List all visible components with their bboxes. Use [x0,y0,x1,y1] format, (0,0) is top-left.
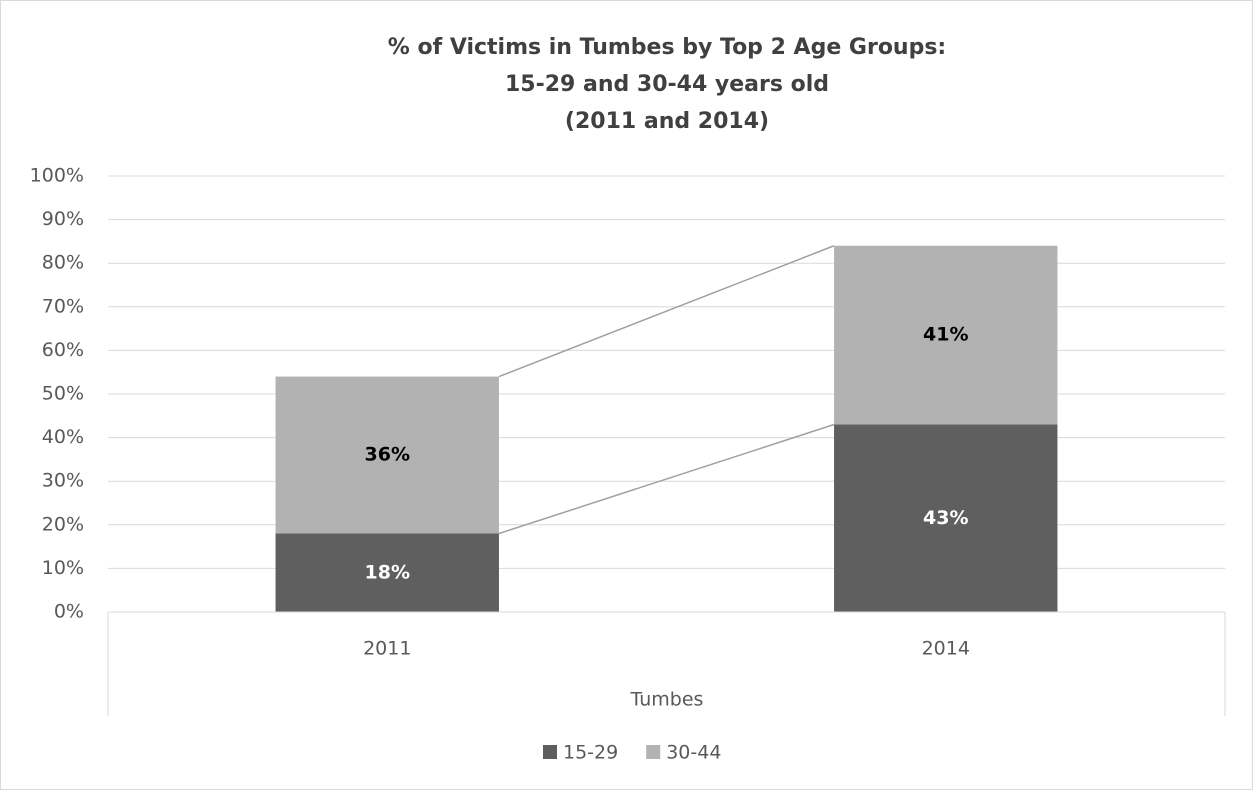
bar-segment [275,376,499,534]
bar-segment [275,533,499,612]
x-tick-label: 2014 [922,638,970,660]
legend-swatch [646,745,661,759]
y-tick-label: 90% [42,208,84,230]
group-label: Tumbes [630,689,704,711]
data-label: 36% [365,444,410,466]
data-label: 18% [365,561,410,583]
bar-segment [834,424,1058,612]
y-tick-label: 50% [42,383,84,405]
y-tick-label: 10% [42,557,84,579]
y-tick-label: 80% [42,252,84,274]
y-tick-label: 0% [54,601,84,623]
y-tick-label: 30% [42,470,84,492]
data-label: 43% [923,507,968,529]
series-line [498,245,835,378]
chart-title: 15-29 and 30-44 years old [505,72,829,97]
x-tick-label: 2011 [363,638,411,660]
legend-label: 15-29 [563,742,618,764]
chart-title: (2011 and 2014) [565,109,769,134]
y-tick-label: 100% [30,165,84,187]
chart-title: % of Victims in Tumbes by Top 2 Age Grou… [388,35,946,60]
y-tick-label: 20% [42,513,84,535]
y-tick-label: 60% [42,339,84,361]
legend-swatch [543,745,557,759]
y-tick-label: 40% [42,426,84,448]
bar-segment [834,245,1058,425]
legend-label: 30-44 [666,742,721,764]
y-tick-label: 70% [42,295,84,317]
series-line [498,423,835,535]
data-label: 41% [923,324,968,346]
